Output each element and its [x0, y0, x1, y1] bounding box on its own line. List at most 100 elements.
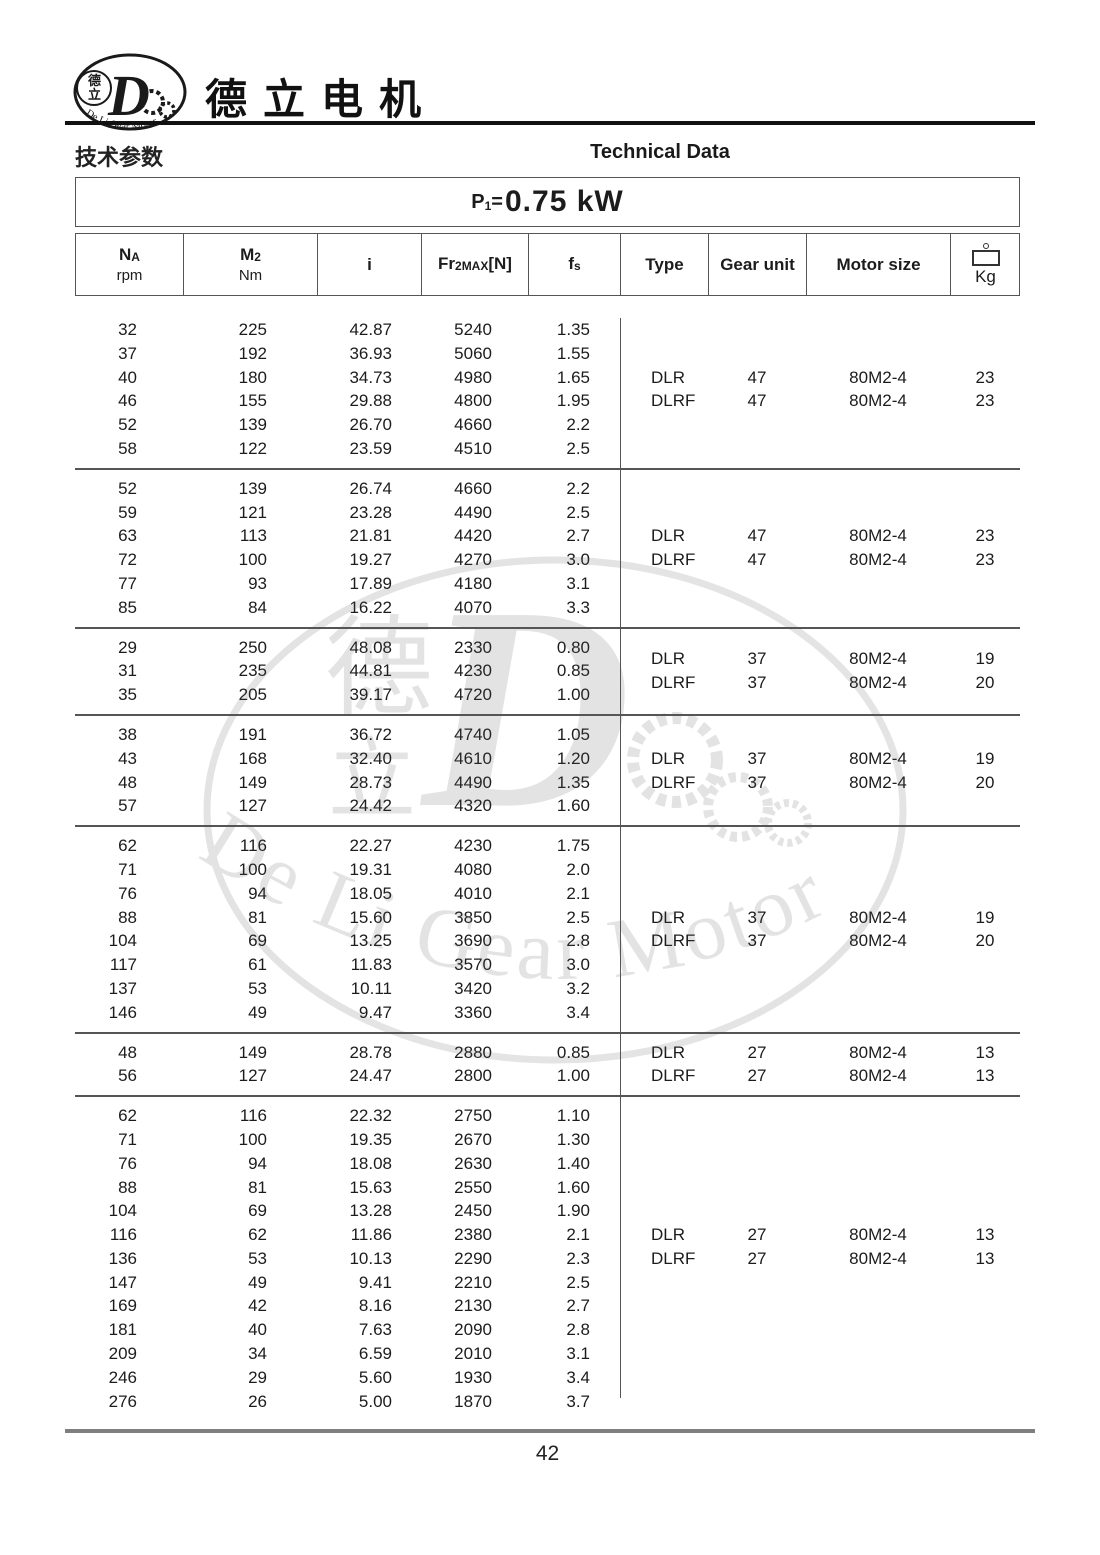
table-row: 136 53 10.13 2290 2.3 [75, 1247, 1020, 1271]
cell-fs: 3.0 [566, 955, 590, 975]
cell-fs: 2.8 [566, 931, 590, 951]
table-row: 40 180 34.73 4980 1.65 [75, 366, 1020, 390]
cell-gear: 37 [747, 748, 767, 768]
cell-i: 28.78 [349, 1042, 392, 1062]
cell-fr2max: 4080 [454, 859, 492, 879]
cell-fr2max: 2550 [454, 1177, 492, 1197]
cell-i: 32.40 [349, 748, 392, 768]
cell-type: DLRF [651, 673, 696, 693]
cell-i: 24.42 [349, 796, 392, 816]
cell-m2: 42 [248, 1296, 267, 1316]
cell-fr2max: 2750 [454, 1106, 492, 1126]
cell-gear: 37 [747, 673, 767, 693]
table-row: 29 250 48.08 2330 0.80 [75, 636, 1020, 660]
spec-row: DLRF 27 80M2-4 13 [620, 1064, 1020, 1088]
col-header-m2: M2 Nm [184, 234, 318, 295]
cell-m2: 250 [238, 637, 267, 657]
cell-m2: 62 [248, 1225, 267, 1245]
cell-na: 88 [118, 1177, 137, 1197]
cell-fr2max: 2010 [454, 1344, 492, 1364]
cell-fs: 1.40 [556, 1153, 590, 1173]
cell-m2: 29 [248, 1367, 267, 1387]
cell-i: 5.60 [358, 1367, 392, 1387]
cell-fr2max: 4660 [454, 478, 492, 498]
table-row: 72 100 19.27 4270 3.0 [75, 548, 1020, 572]
cell-i: 42.87 [349, 320, 392, 339]
cell-m2: 191 [238, 724, 267, 744]
cell-m2: 40 [248, 1320, 267, 1340]
cell-na: 37 [118, 343, 137, 363]
table-row: 169 42 8.16 2130 2.7 [75, 1294, 1020, 1318]
cell-fr2max: 3420 [454, 978, 492, 998]
spec-row: DLR 37 80M2-4 19 [620, 747, 1020, 771]
cell-na: 146 [108, 1002, 137, 1022]
cell-i: 8.16 [358, 1296, 392, 1316]
cell-m2: 192 [238, 343, 267, 363]
cell-motor: 80M2-4 [849, 526, 907, 546]
cell-kg: 13 [975, 1042, 995, 1062]
cell-motor: 80M2-4 [849, 1248, 907, 1268]
spec-row: DLRF 27 80M2-4 13 [620, 1247, 1020, 1271]
cell-m2: 225 [238, 320, 267, 339]
cell-fs: 2.8 [566, 1320, 590, 1340]
cell-na: 88 [118, 907, 137, 927]
cell-m2: 100 [238, 550, 267, 570]
cell-i: 13.25 [349, 931, 392, 951]
cell-fr2max: 3570 [454, 955, 492, 975]
cell-m2: 81 [248, 1177, 267, 1197]
cell-kg: 19 [975, 748, 995, 768]
table-row: 48 149 28.73 4490 1.35 [75, 771, 1020, 795]
company-logo-icon: 德 立 D De Li Gear Motor [73, 53, 187, 133]
col-header-fs: fs [529, 234, 621, 295]
spec-row: DLRF 47 80M2-4 23 [620, 548, 1020, 572]
table-body: 32 225 42.87 5240 1.35 37 192 36.93 5060 1.55 40 18… [75, 296, 1020, 1420]
cell-kg: 23 [975, 367, 995, 387]
table-row: 62 116 22.27 4230 1.75 [75, 834, 1020, 858]
cell-m2: 155 [238, 391, 267, 411]
cell-na: 85 [118, 597, 137, 617]
cell-i: 10.11 [350, 978, 392, 998]
col-header-type: Type [621, 234, 709, 295]
cell-na: 169 [108, 1296, 137, 1316]
cell-na: 104 [108, 1201, 137, 1221]
cell-m2: 116 [239, 836, 267, 856]
col-header-i: i [318, 234, 422, 295]
cell-i: 28.73 [349, 772, 392, 792]
table-row: 71 100 19.35 2670 1.30 [75, 1128, 1020, 1152]
cell-kg: 19 [975, 649, 995, 669]
cell-i: 26.70 [349, 415, 392, 435]
cell-i: 18.08 [349, 1153, 392, 1173]
footer-divider [65, 1429, 1035, 1433]
cell-fr2max: 2130 [454, 1296, 492, 1316]
cell-na: 46 [118, 391, 137, 411]
cell-fr2max: 2380 [454, 1225, 492, 1245]
cell-m2: 61 [248, 955, 267, 975]
cell-fr2max: 4420 [454, 526, 492, 546]
table-header: NA rpm M2 Nm i Fr2MAX[N] fs Type Gear un… [75, 233, 1020, 296]
cell-na: 71 [118, 859, 137, 879]
cell-type: DLR [651, 649, 686, 669]
cell-fr2max: 3690 [454, 931, 492, 951]
cell-gear: 37 [747, 649, 767, 669]
table-row: 58 122 23.59 4510 2.5 [75, 437, 1020, 461]
block-separator [75, 626, 1020, 629]
table-row: 57 127 24.42 4320 1.60 [75, 794, 1020, 818]
cell-m2: 139 [238, 415, 267, 435]
type-column-divider [620, 318, 621, 1398]
cell-type: DLRF [651, 1066, 696, 1086]
cell-i: 23.28 [349, 502, 392, 522]
table-row: 137 53 10.11 3420 3.2 [75, 977, 1020, 1001]
cell-i: 15.60 [349, 907, 392, 927]
cell-fr2max: 4070 [454, 597, 492, 617]
cell-i: 23.59 [349, 438, 392, 458]
table-row: 37 192 36.93 5060 1.55 [75, 342, 1020, 366]
cell-i: 17.89 [349, 573, 392, 593]
table-row: 147 49 9.41 2210 2.5 [75, 1271, 1020, 1295]
cell-i: 10.13 [349, 1248, 392, 1268]
table-row: 52 139 26.70 4660 2.2 [75, 413, 1020, 437]
cell-type: DLRF [651, 391, 696, 411]
cell-i: 22.27 [349, 836, 392, 856]
cell-motor: 80M2-4 [849, 1066, 907, 1086]
cell-motor: 80M2-4 [849, 931, 907, 951]
cell-m2: 53 [248, 978, 267, 998]
